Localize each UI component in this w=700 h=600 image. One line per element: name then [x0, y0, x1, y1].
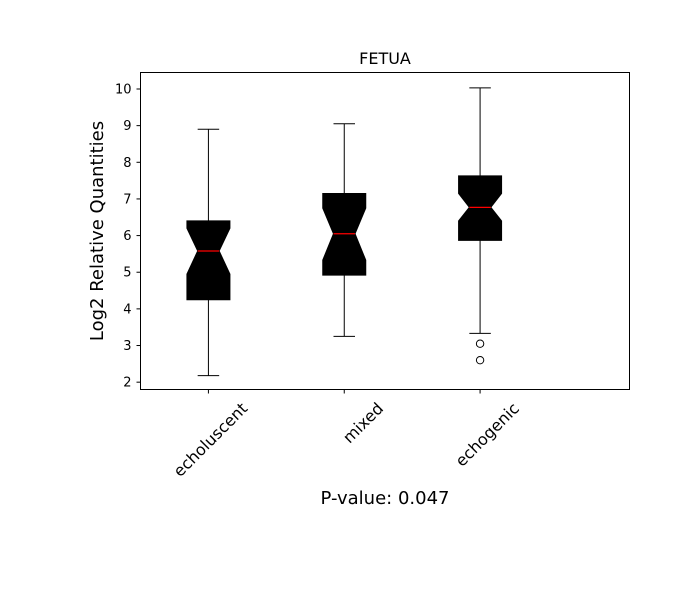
outlier-point [475, 339, 485, 348]
y-tick-label: 3 [123, 339, 131, 354]
x-axis-label: P-value: 0.047 [321, 488, 450, 509]
plot-frame [140, 72, 630, 390]
y-tick-label: 4 [123, 302, 131, 317]
chart-title: FETUA [359, 49, 411, 68]
y-tick-label: 2 [123, 376, 131, 391]
y-tick-label: 9 [123, 119, 131, 134]
x-axis: echoluscent mixed echogenic [170, 389, 523, 481]
box-echogenic [458, 87, 503, 365]
outlier-point [475, 355, 485, 365]
x-tick-label: echogenic [452, 399, 523, 470]
x-tick-label: echoluscent [170, 399, 252, 481]
box-body [458, 175, 503, 241]
y-tick-label: 7 [123, 192, 131, 207]
x-tick-label: mixed [339, 399, 387, 447]
box-mixed [322, 123, 367, 337]
y-tick-label: 8 [123, 156, 131, 171]
box-body [186, 220, 231, 301]
y-tick-label: 6 [123, 229, 131, 244]
y-axis-label: Log2 Relative Quantities [87, 121, 108, 341]
boxplot-series [186, 87, 503, 377]
y-tick-label: 10 [115, 82, 132, 97]
y-axis: 2 3 4 5 6 7 8 9 10 [115, 82, 141, 391]
box-echoluscent [186, 128, 231, 377]
y-tick-label: 5 [123, 266, 131, 281]
